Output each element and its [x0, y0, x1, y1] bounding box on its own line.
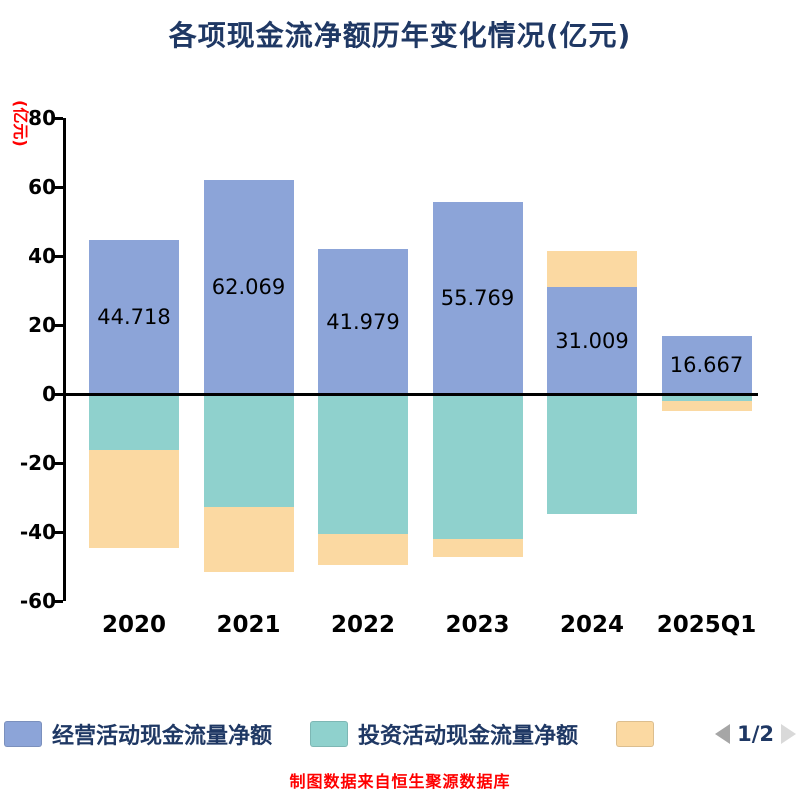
bar-segment: [318, 394, 408, 535]
y-tick-mark: [54, 323, 63, 327]
y-tick-label: 80: [28, 106, 56, 130]
bar-segment: [89, 394, 179, 450]
legend-label-operating: 经营活动现金流量净额: [52, 724, 273, 749]
y-tick-label: -20: [19, 451, 56, 475]
y-tick-mark: [54, 392, 63, 396]
legend-swatch-operating: [4, 721, 42, 747]
x-axis-label: 2025Q1: [656, 612, 757, 638]
x-axis-label: 2021: [216, 612, 281, 638]
prev-page-icon[interactable]: [715, 724, 731, 744]
bar-value-label: 62.069: [211, 274, 286, 299]
legend-swatch-third: [616, 721, 655, 747]
y-tick-mark: [54, 530, 63, 534]
x-axis-label: 2024: [559, 612, 624, 638]
bar-segment: [203, 179, 294, 394]
legend-pagination: 1/2: [715, 722, 796, 746]
chart-title: 各项现金流净额历年变化情况(亿元): [168, 19, 632, 52]
bar-segment: [547, 394, 637, 515]
x-axis-zero-line: [66, 392, 758, 396]
legend-item-operating: 经营活动现金流量净额: [4, 718, 272, 750]
bar-segment: [661, 336, 752, 394]
bar-segment: [547, 287, 637, 394]
bar-segment: [432, 201, 523, 394]
bar-value-label: 41.979: [326, 309, 400, 334]
legend-swatch-investing: [310, 721, 349, 747]
y-tick-mark: [54, 185, 63, 189]
bar-segment: [318, 534, 408, 566]
chart-legend: 经营活动现金流量净额 投资活动现金流量净额 1/2: [4, 718, 796, 750]
axis-spine-y: [63, 118, 66, 601]
y-tick-mark: [54, 116, 63, 120]
bar-segment: [89, 449, 179, 548]
legend-label-investing: 投资活动现金流量净额: [358, 724, 579, 749]
y-tick-label: 60: [28, 175, 56, 199]
bar-segment: [661, 394, 752, 401]
y-tick-label: -40: [19, 520, 56, 544]
page-indicator: 1/2: [737, 722, 774, 746]
bar-segment: [203, 507, 294, 573]
bar-segment: [547, 251, 637, 287]
x-axis-label: 2023: [445, 612, 510, 638]
bar-segment: [432, 538, 523, 557]
bar-segment: [89, 239, 179, 394]
legend-item-third: [616, 721, 664, 747]
bar-value-label: 16.667: [669, 353, 744, 378]
y-tick-mark: [54, 599, 63, 603]
y-tick-label: 20: [28, 313, 56, 337]
y-tick-mark: [54, 461, 63, 465]
bar-segment: [661, 400, 752, 411]
legend-item-investing: 投资活动现金流量净额: [310, 718, 578, 750]
next-page-icon[interactable]: [781, 724, 796, 744]
y-tick-label: 40: [28, 244, 56, 268]
x-axis-label: 2022: [330, 612, 395, 638]
bar-value-label: 31.009: [555, 328, 629, 353]
y-tick-mark: [54, 254, 63, 258]
bar-segment: [318, 249, 408, 394]
y-tick-label: -60: [19, 589, 56, 613]
bar-value-label: 55.769: [440, 285, 515, 310]
bar-segment: [203, 394, 294, 508]
bar-segment: [432, 394, 523, 539]
chart-source-note: 制图数据来自恒生聚源数据库: [289, 772, 511, 791]
x-axis-label: 2020: [101, 612, 166, 638]
y-tick-label: 0: [42, 382, 56, 406]
bar-value-label: 44.718: [97, 304, 171, 329]
